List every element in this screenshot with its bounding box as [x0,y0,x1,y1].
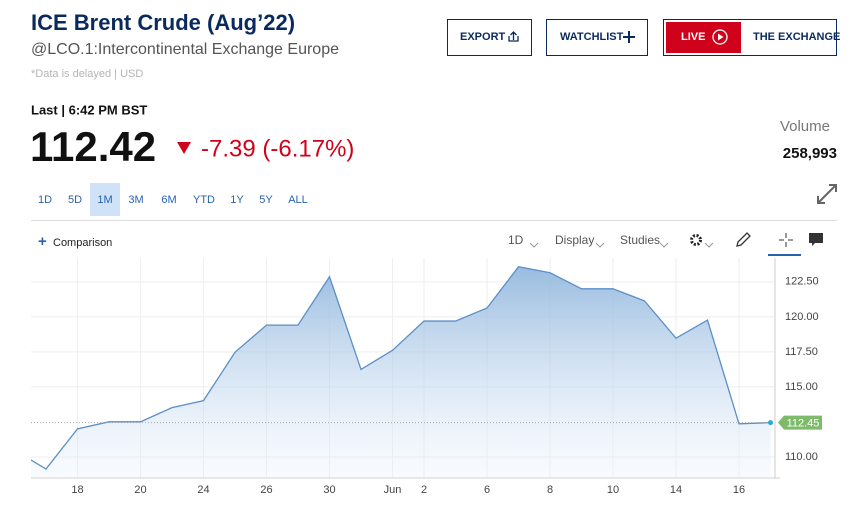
y-tick-label: 115.00 [785,381,818,393]
range-tab[interactable]: 5D [68,194,82,206]
range-tab[interactable]: 1M [97,194,112,206]
live-button[interactable]: LIVE THE EXCHANGE [663,19,841,56]
x-tick-label: 6 [484,484,490,496]
range-tab[interactable]: 1D [38,194,52,206]
change: -7.39 (-6.17%) [201,135,354,162]
x-tick-label: Jun [384,484,402,496]
exchange-label[interactable]: THE EXCHANGE [753,31,840,43]
x-tick-label: 14 [670,484,682,496]
area [31,266,771,478]
range-tabs: 1D 5D 1M 3M 6M YTD 1Y 5Y ALL [38,183,308,216]
studies[interactable]: Studies [620,233,660,247]
y-tick-label: 117.50 [785,346,818,358]
last-label: Last | 6:42 PM BST [31,102,147,117]
display[interactable]: Display [555,233,594,247]
draw-icon[interactable] [736,232,751,247]
y-tick-label: 110.00 [785,451,818,463]
x-tick-label: 26 [260,484,272,496]
plus-sign[interactable]: + [38,233,47,250]
last-price-label: 112.45 [787,418,820,430]
plus-icon[interactable] [623,31,635,43]
export-icon[interactable] [508,31,519,42]
x-tick-label: 10 [607,484,619,496]
range-tab[interactable]: YTD [193,194,215,206]
interval[interactable]: 1D [508,233,524,247]
expand-icon[interactable] [817,184,837,204]
watchlist-button[interactable]: WATCHLIST [546,19,648,56]
play-triangle[interactable] [718,33,724,41]
range-selected [90,183,120,216]
volume-label: Volume [780,118,830,135]
live-badge[interactable] [666,22,741,53]
note: *Data is delayed | USD [31,68,143,80]
play-icon[interactable] [712,29,728,45]
comment-icon[interactable] [809,233,823,246]
line [31,265,771,470]
range-tab[interactable]: ALL [288,194,308,206]
live-label[interactable]: LIVE [681,31,705,43]
title: ICE Brent Crude (Aug’22) [31,10,295,35]
volume: 258,993 [783,145,837,162]
dropdown-carets [529,242,714,248]
x-tick-label: 16 [733,484,745,496]
subtitle: @LCO.1:Intercontinental Exchange Europe [31,41,339,58]
x-tick-label: 18 [71,484,83,496]
last-point [768,420,773,426]
range-tab[interactable]: 6M [161,194,176,206]
x-tick-label: 20 [134,484,146,496]
range-tab[interactable]: 1Y [230,194,244,206]
export-label[interactable]: EXPORT [460,31,506,43]
comparison[interactable]: Comparison [53,237,112,249]
y-tick-label: 122.50 [785,276,819,288]
settings-icon[interactable] [690,234,702,246]
last-price-tag [778,415,822,430]
x-tick-label: 8 [547,484,553,496]
price: 112.42 [30,123,156,170]
range-tab[interactable]: 3M [128,194,143,206]
y-tick-label: 120.00 [785,311,819,323]
x-tick-label: 24 [197,484,209,496]
crosshair-icon[interactable] [779,233,793,247]
x-tick-label: 30 [323,484,335,496]
x-tick-label: 2 [421,484,427,496]
export-button[interactable]: EXPORT [447,19,532,56]
plot [31,265,771,478]
down-arrow [177,142,191,154]
watchlist-label[interactable]: WATCHLIST [560,31,624,43]
range-tab[interactable]: 5Y [259,194,273,206]
